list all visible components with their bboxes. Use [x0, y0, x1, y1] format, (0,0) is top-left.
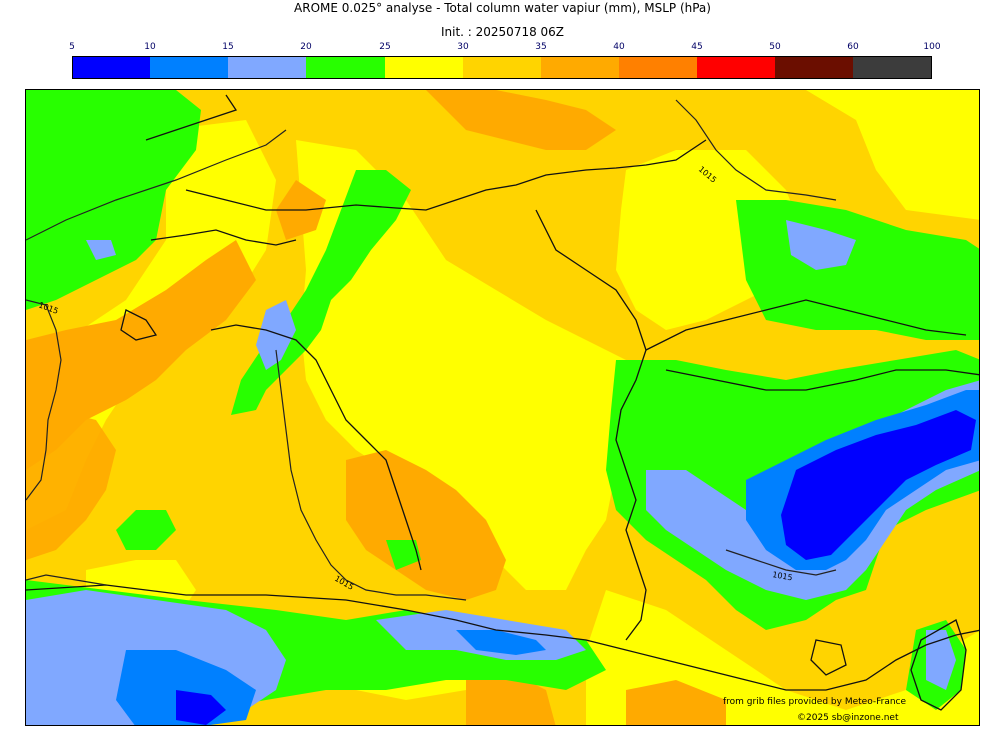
colorbar-swatch	[619, 56, 697, 79]
colorbar-swatch	[72, 56, 150, 79]
colorbar-swatch	[853, 56, 932, 79]
copyright-credit: ©2025 sb@inzone.net	[797, 713, 899, 723]
colorbar-swatch	[541, 56, 619, 79]
data-source-credit: from grib files provided by Meteo-France	[723, 697, 907, 707]
colorbar-tick-label: 45	[691, 42, 703, 52]
field-orange	[26, 90, 726, 725]
colorbar-swatch	[306, 56, 385, 79]
field-darkblue	[176, 410, 976, 725]
isobar-label: 1015	[772, 570, 794, 582]
weather-map: 1015 1015 1015 1015	[25, 89, 980, 726]
colorbar-tick-label: 25	[379, 42, 391, 52]
colorbar-tick-label: 15	[222, 42, 234, 52]
colorbar-tick-label: 60	[847, 42, 859, 52]
colorbar-tick-label: 5	[69, 42, 75, 52]
colorbar-swatch	[228, 56, 306, 79]
colorbar-swatch	[150, 56, 228, 79]
colorbar-swatch	[463, 56, 541, 79]
init-time: Init. : 20250718 06Z	[440, 25, 565, 39]
colorbar-tick-label: 10	[144, 42, 156, 52]
colorbar-swatch	[697, 56, 775, 79]
coastlines	[26, 94, 979, 711]
map-canvas: 1015 1015 1015 1015	[26, 90, 979, 725]
colorbar-swatch	[385, 56, 463, 79]
colorbar-tick-label: 30	[457, 42, 469, 52]
colorbar-tick-label: 100	[923, 42, 941, 52]
colorbar-tick-label: 20	[300, 42, 312, 52]
colorbar-swatch	[775, 56, 853, 79]
colorbar-tick-label: 35	[535, 42, 547, 52]
colorbar-tick-label: 50	[769, 42, 781, 52]
map-title: AROME 0.025° analyse - Total column wate…	[294, 1, 711, 15]
colorbar-tick-label: 40	[613, 42, 625, 52]
isobars	[26, 99, 837, 601]
